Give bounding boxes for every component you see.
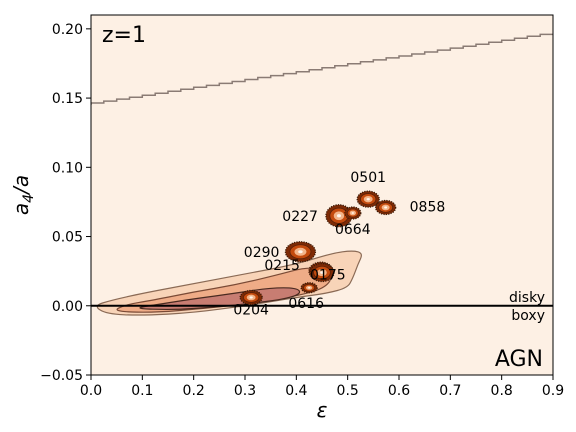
y-tick-label: 0.05 [52,230,83,246]
blob-core [249,296,253,299]
blob-core [307,287,311,289]
corner-label: AGN [495,347,543,372]
object-label-0664: 0664 [335,222,371,238]
panel-label: z=1 [102,23,146,48]
blob-core [320,271,324,274]
plot-frame [90,14,554,376]
y-tick-label: 0.10 [52,160,83,176]
object-label-0616: 0616 [288,296,324,312]
blob-0175 [309,262,335,283]
x-tick-label: 0.6 [388,383,410,399]
y-tick-label: 0.15 [52,91,83,107]
object-label-0175: 0175 [310,268,346,284]
x-tick-label: 0.9 [542,383,564,399]
blob-0204 [239,289,263,306]
object-blobs [239,190,397,306]
blob-core [366,197,370,201]
blob-core [351,212,354,214]
blob-0616 [300,282,318,294]
blob-0664 [344,206,362,220]
x-tick-label: 0.5 [337,383,359,399]
x-tick-label: 0.7 [439,383,461,399]
blob-0290 [284,241,317,263]
x-tick-label: 0.2 [183,383,205,399]
y-tick-label: −0.05 [40,368,83,384]
x-axis-label: ε [317,398,328,422]
plot-background [91,15,553,375]
object-label-0227: 0227 [282,209,318,225]
x-tick-label: 0.8 [491,383,513,399]
object-label-0215: 0215 [264,258,300,274]
y-tick-label: 0.00 [52,299,83,315]
object-label-0290: 0290 [244,245,280,261]
object-label-0501: 0501 [350,170,386,186]
x-tick-label: 0.3 [234,383,256,399]
blob-core [298,250,303,254]
y-axis-label: a4/a [9,175,37,215]
x-tick-label: 0.4 [285,383,307,399]
object-label-0204: 0204 [233,302,269,318]
blob-core [336,214,341,218]
y-axis-label-tail: /a [9,175,33,196]
blob-core [384,206,388,209]
blob-0858 [375,199,397,216]
blob-0501 [356,190,380,208]
y-axis-label-main: a [9,203,33,215]
disky-label: disky [509,290,545,306]
boundary-curve [91,33,553,105]
object-label-0858: 0858 [410,199,446,215]
boxy-label: boxy [511,308,545,324]
y-axis-label-sub: 4 [21,194,37,203]
x-tick-label: 0.1 [131,383,153,399]
y-tick-label: 0.20 [52,22,83,38]
x-tick-label: 0.0 [80,383,102,399]
